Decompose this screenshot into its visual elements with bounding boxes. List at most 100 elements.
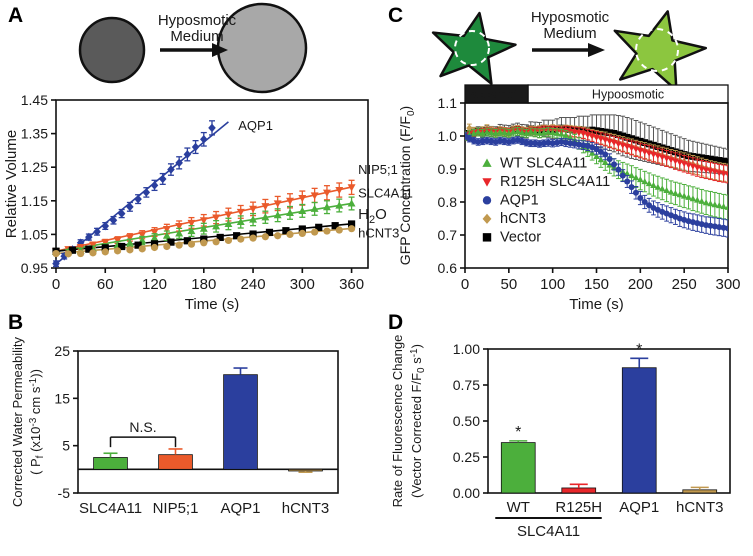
data-point [224, 219, 233, 228]
data-point [571, 140, 578, 147]
data-point [602, 151, 609, 158]
data-point [298, 229, 306, 237]
phase-label: Isoosmotic [467, 88, 527, 102]
y-axis-label-line1: Rate of Fluorescence Change [390, 335, 405, 508]
data-point [698, 197, 705, 204]
data-point [615, 131, 622, 139]
y-axis-label: Relative Volume [3, 130, 20, 238]
legend-label: R125H SLC4A11 [500, 174, 610, 190]
data-point [479, 138, 486, 145]
data-point [183, 150, 192, 159]
data-point [52, 249, 60, 258]
x-category-label: AQP1 [220, 500, 260, 517]
data-point [282, 227, 290, 235]
data-point [715, 202, 723, 209]
legend-marker [482, 158, 492, 167]
y-tick-label: 0.50 [453, 413, 480, 429]
x-tick-label: 120 [142, 276, 167, 293]
data-point [273, 211, 282, 219]
data-point [150, 233, 159, 242]
data-point [286, 208, 294, 216]
data-point [187, 219, 196, 228]
bar-group [223, 367, 258, 470]
data-point [725, 225, 728, 232]
data-point [694, 196, 701, 203]
data-point [488, 138, 495, 145]
data-point [322, 203, 331, 211]
panel-a-label: A [8, 4, 24, 27]
data-point [724, 158, 728, 166]
panel-b-label: B [8, 311, 24, 334]
x-tick-label: 50 [500, 276, 517, 293]
data-point [216, 233, 224, 242]
y-tick-label: 15 [54, 390, 70, 406]
y-tick-label: 1.00 [453, 341, 480, 357]
x-category-label: hCNT3 [282, 500, 330, 517]
hyposmotic-label-line1: Hyposmotic [531, 9, 610, 26]
data-point [501, 138, 508, 145]
y-tick-label: 1.45 [21, 92, 48, 108]
significance-mark: * [636, 341, 642, 358]
data-point [562, 139, 569, 146]
data-point [323, 227, 331, 235]
data-point [623, 133, 631, 141]
bar [93, 457, 128, 470]
x-tick-label: 100 [540, 276, 565, 293]
data-point [224, 211, 233, 219]
data-point [261, 213, 270, 221]
data-point [109, 215, 118, 225]
data-point [158, 174, 167, 184]
data-point [606, 156, 613, 163]
data-point [518, 129, 526, 136]
data-point [113, 247, 122, 255]
data-point [224, 236, 233, 245]
bar [288, 468, 323, 472]
data-point [624, 178, 631, 185]
data-point [711, 201, 719, 208]
data-point [236, 217, 245, 226]
data-point [261, 233, 269, 241]
x-tick-label: 180 [191, 276, 216, 293]
y-tick-label: 0.6 [438, 260, 458, 276]
data-point [93, 227, 101, 237]
series-wt-slc4a11 [465, 126, 728, 220]
x-category-label: hCNT3 [676, 499, 724, 516]
data-point [249, 215, 258, 223]
legend-marker [482, 178, 492, 187]
data-point [558, 130, 565, 137]
plot-frame [77, 350, 339, 494]
data-point [715, 157, 723, 164]
data-point [488, 129, 495, 136]
x-category-label: R125H [555, 499, 602, 516]
y-axis-label-line2: (Vector Corrected F/F0 s-1) [409, 344, 427, 498]
cell-before-icon [78, 16, 146, 84]
bar [158, 454, 193, 470]
data-point [545, 139, 552, 146]
data-point [191, 142, 200, 152]
data-point [553, 129, 561, 136]
data-point [566, 133, 574, 140]
panel-c-axes: 0.6 0.7 0.8 0.9 1.0 1.1 0 50 100 150 200 250 300 Time… [397, 95, 741, 313]
data-point [298, 225, 306, 233]
series-r125h-slc4a11 [465, 125, 728, 184]
bar-group: * [500, 424, 536, 494]
data-point [237, 235, 245, 243]
y-tick-label: 5 [62, 438, 70, 454]
legend-marker [482, 213, 492, 224]
y-tick-label: 0.00 [453, 485, 480, 501]
data-point [523, 139, 530, 146]
data-point [315, 223, 323, 231]
data-point [597, 148, 604, 155]
data-point [265, 228, 274, 236]
data-point [249, 205, 258, 214]
panel-d-axes: 0.00 0.25 0.50 0.75 1.00 Rate of Fluorescence… [390, 335, 731, 508]
data-point [249, 234, 257, 242]
data-point [175, 241, 183, 249]
y-tick-label: 1.0 [438, 128, 458, 144]
ns-annotation: N.S. [109, 419, 177, 448]
data-point [150, 243, 159, 252]
series-hcnt3 [52, 225, 356, 258]
data-point [175, 222, 184, 231]
plot-frame [55, 99, 369, 269]
